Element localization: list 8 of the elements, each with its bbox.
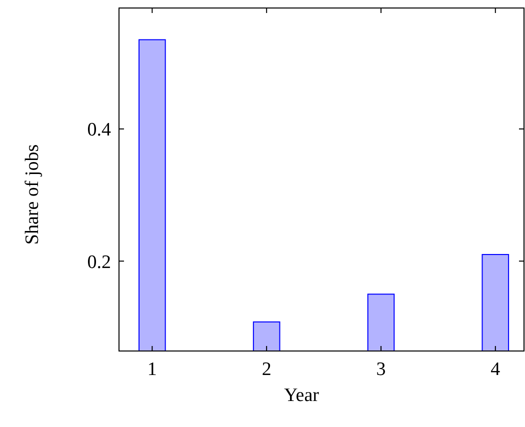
- x-tick-label: 4: [490, 359, 501, 380]
- x-axis-title: Year: [284, 385, 320, 406]
- x-tick-label: 3: [376, 359, 386, 380]
- x-tick-label: 1: [147, 359, 157, 380]
- y-axis-title: Share of jobs: [22, 144, 43, 245]
- x-tick-label: 2: [262, 359, 272, 380]
- y-tick-label: 0.4: [87, 120, 112, 141]
- y-tick-label: 0.2: [87, 252, 111, 273]
